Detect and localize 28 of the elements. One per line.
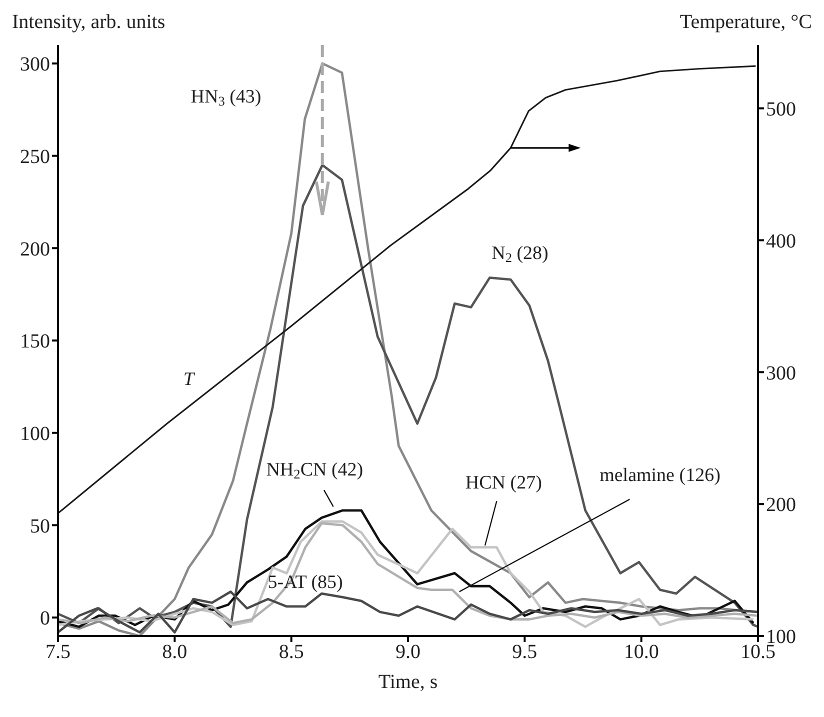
y2-tick-label: 500	[766, 98, 796, 120]
y2-tick-label: 200	[766, 494, 796, 516]
x-tick-label: 8.0	[162, 641, 188, 664]
series-label: 5-AT (85)	[268, 572, 343, 593]
y2-tick-label: 400	[766, 230, 796, 252]
series-label: N$_{2}$ (28)	[492, 243, 548, 266]
y2-axis-title: Temperature, °C	[680, 11, 812, 33]
x-tick-label: 9.0	[396, 641, 420, 664]
text: HN$_{3}$ (43)	[190, 86, 262, 109]
x-tick-label: 10.0	[624, 641, 659, 664]
series-label: T	[183, 368, 196, 390]
y-axis-title: Intensity, arb. units	[12, 11, 166, 33]
y2-tick-label: 300	[766, 362, 796, 384]
x-tick-label: 9.5	[512, 641, 538, 664]
line-series	[58, 65, 756, 514]
text: melamine (126)	[600, 464, 720, 486]
y-tick-label: 0	[40, 608, 50, 630]
x-tick-label: 8.5	[278, 641, 304, 664]
series-label: NH$_{2}$CN (42)	[266, 459, 364, 482]
y-tick-label: 50	[30, 515, 50, 538]
y-tick-label: 250	[20, 146, 50, 168]
x-axis-title: Time, s	[378, 671, 438, 693]
series-label: HCN (27)	[465, 472, 542, 494]
y-tick-label: 300	[20, 54, 50, 76]
y-tick-label: 100	[20, 422, 50, 445]
y-tick-label: 200	[20, 238, 50, 260]
y-tick-label: 150	[20, 330, 50, 353]
x-tick-label: 7.5	[46, 641, 70, 664]
